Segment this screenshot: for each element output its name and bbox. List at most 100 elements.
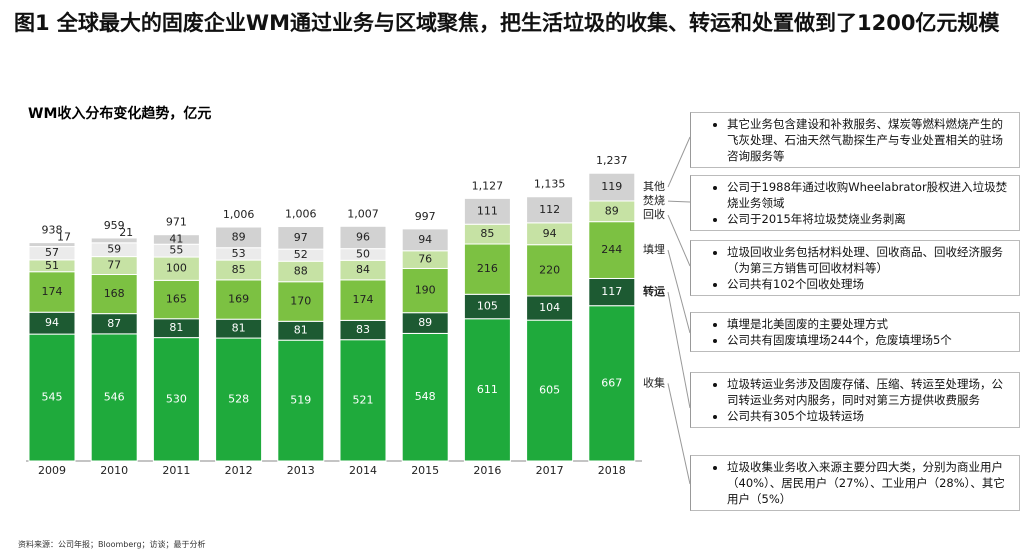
bar-segment <box>526 319 574 462</box>
bar-segment <box>526 196 574 224</box>
total-label: 1,237 <box>596 154 628 167</box>
value-label: 83 <box>356 323 370 336</box>
bar-segment <box>152 337 200 462</box>
value-label: 81 <box>169 321 183 334</box>
bar-segment <box>401 332 449 462</box>
note-box: 其它业务包含建设和补救服务、煤炭等燃料燃烧产生的飞灰处理、石油天然气勘探生产与专… <box>690 112 1020 168</box>
total-label: 1,006 <box>285 208 317 221</box>
bar-segment <box>401 267 449 314</box>
legend-label: 其他 <box>643 180 665 193</box>
bar-segment <box>339 225 387 250</box>
value-label: 55 <box>169 244 183 257</box>
value-label: 112 <box>539 203 560 216</box>
bar-segment <box>215 226 263 249</box>
value-label: 84 <box>356 263 370 276</box>
value-label: 50 <box>356 247 370 260</box>
total-label: 1,007 <box>347 207 379 220</box>
value-label: 89 <box>232 230 246 243</box>
value-label: 59 <box>107 243 121 256</box>
bar-segment <box>28 242 76 248</box>
value-label: 52 <box>294 248 308 261</box>
bar-segment <box>526 295 574 321</box>
note-list: 垃圾收集业务收入来源主要分四大类，分别为商业用户（40%）、居民用户（27%）、… <box>691 459 1013 507</box>
total-label: 971 <box>166 216 187 229</box>
bar-segment <box>339 279 387 321</box>
connector <box>667 291 691 409</box>
note-list: 垃圾回收业务包括材料处理、回收商品、回收经济服务（为第三方销售可回收材料等）公司… <box>691 244 1013 292</box>
bar-segment <box>588 305 636 462</box>
note-list: 公司于1988年通过收购Wheelabrator股权进入垃圾焚烧业务领域公司于2… <box>691 179 1013 227</box>
bar-segment <box>277 339 325 462</box>
note-box: 垃圾收集业务收入来源主要分四大类，分别为商业用户（40%）、居民用户（27%）、… <box>690 455 1020 511</box>
total-label: 1,006 <box>223 208 255 221</box>
connector <box>667 249 691 334</box>
value-label: 100 <box>166 262 187 275</box>
x-tick-label: 2010 <box>100 464 128 477</box>
bar-segment <box>28 333 76 462</box>
note-item: 其它业务包含建设和补救服务、煤炭等燃料燃烧产生的飞灰处理、石油天然气勘探生产与专… <box>727 116 1013 164</box>
x-tick-label: 2012 <box>225 464 253 477</box>
x-tick-label: 2014 <box>349 464 377 477</box>
bar-segment <box>463 293 511 320</box>
value-label: 521 <box>353 393 374 406</box>
total-label: 1,135 <box>534 178 566 191</box>
bar-segment <box>463 197 511 225</box>
value-label: 605 <box>539 384 560 397</box>
value-label: 244 <box>601 243 622 256</box>
value-label: 51 <box>45 259 59 272</box>
value-label: 81 <box>232 322 246 335</box>
legend-label: 填埋 <box>643 242 665 256</box>
bar-segment <box>463 243 511 295</box>
note-item: 垃圾收集业务收入来源主要分四大类，分别为商业用户（40%）、居民用户（27%）、… <box>727 459 1013 507</box>
note-item: 公司共有固废填埋场244个，危废填埋场5个 <box>727 332 1013 348</box>
x-tick-label: 2009 <box>38 464 66 477</box>
value-label: 545 <box>42 391 63 404</box>
value-label: 169 <box>228 293 249 306</box>
value-label: 105 <box>477 300 498 313</box>
value-label: 88 <box>294 264 308 277</box>
bar-segment <box>90 237 138 244</box>
legend-label: 回收 <box>643 207 665 221</box>
value-label: 77 <box>107 259 121 272</box>
total-label: 997 <box>415 210 436 223</box>
legend-label: 转运 <box>643 284 665 298</box>
note-item: 填埋是北美固废的主要处理方式 <box>727 316 1013 332</box>
value-label: 667 <box>601 376 622 389</box>
bar-segment <box>90 274 138 315</box>
value-label: 21 <box>119 226 133 239</box>
value-label: 190 <box>415 284 436 297</box>
value-label: 111 <box>477 204 498 217</box>
bar-segment <box>463 318 511 462</box>
connector <box>667 200 691 203</box>
bar-segment <box>215 337 263 462</box>
value-label: 528 <box>228 393 249 406</box>
value-label: 85 <box>232 263 246 276</box>
value-label: 519 <box>290 394 311 407</box>
value-label: 96 <box>356 230 370 243</box>
note-item: 公司于2015年将垃圾焚烧业务剥离 <box>727 211 1013 227</box>
value-label: 85 <box>480 227 494 240</box>
value-label: 94 <box>45 316 59 329</box>
source: 资料来源：公司年报；Bloomberg；访谈；最于分析 <box>18 540 206 549</box>
value-label: 174 <box>42 285 63 298</box>
bar-segment <box>401 228 449 252</box>
page-title: 图1 全球最大的固废企业WM通过业务与区域聚焦，把生活垃圾的收集、转运和处置做到… <box>14 11 1000 35</box>
bar-segment <box>588 277 636 307</box>
note-box: 公司于1988年通过收购Wheelabrator股权进入垃圾焚烧业务领域公司于2… <box>690 175 1020 231</box>
value-label: 94 <box>543 227 557 240</box>
note-item: 公司于1988年通过收购Wheelabrator股权进入垃圾焚烧业务领域 <box>727 179 1013 211</box>
total-label: 1,127 <box>472 179 504 192</box>
x-tick-label: 2013 <box>287 464 315 477</box>
note-item: 垃圾转运业务涉及固废存储、压缩、转运至处理场，公司转运业务对内服务，同时对第三方… <box>727 376 1013 408</box>
note-list: 其它业务包含建设和补救服务、煤炭等燃料燃烧产生的飞灰处理、石油天然气勘探生产与专… <box>691 116 1013 164</box>
value-label: 89 <box>418 316 432 329</box>
bar-segment <box>277 281 325 322</box>
value-label: 165 <box>166 293 187 306</box>
bar-segment <box>215 279 263 320</box>
value-label: 76 <box>418 253 432 266</box>
note-box: 垃圾转运业务涉及固废存储、压缩、转运至处理场，公司转运业务对内服务，同时对第三方… <box>690 372 1020 428</box>
note-box: 填埋是北美固废的主要处理方式公司共有固废填埋场244个，危废填埋场5个 <box>690 312 1020 352</box>
connector <box>667 383 691 485</box>
